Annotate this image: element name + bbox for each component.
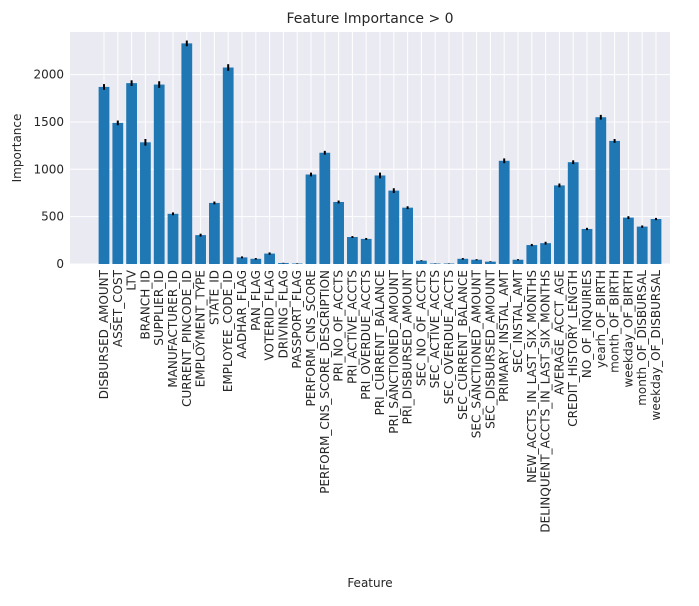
- y-tick-label: 1500: [33, 115, 64, 129]
- x-tick-label: DISBURSED_AMOUNT: [97, 269, 111, 399]
- y-tick-label: 500: [41, 210, 64, 224]
- x-tick-label: SEC_CURRENT_BALANCE: [456, 270, 470, 420]
- bar-average-acct-age: [554, 185, 565, 264]
- bar-aadhar-flag: [237, 257, 248, 264]
- x-tick-label: AVERAGE_ACCT_AGE: [552, 270, 566, 395]
- bar-employment-type: [195, 235, 206, 264]
- x-tick-label: PRI_DISBURSED_AMOUNT: [401, 269, 415, 424]
- x-tick-label: CURRENT_PINCODE_ID: [180, 270, 194, 407]
- x-tick-label: PAN_FLAG: [249, 270, 263, 331]
- x-tick-label: PRI_OVERDUE_ACCTS: [359, 270, 373, 400]
- x-tick-label: weekday_OF_BIRTH: [621, 270, 635, 388]
- x-tick-label: VOTERID_FLAG: [263, 270, 277, 361]
- x-tick-label: SEC_NO_OF_ACCTS: [414, 270, 428, 386]
- bar-perform-cns-score: [306, 175, 317, 264]
- bar-delinquent-accts-in-last-six-months: [540, 243, 551, 264]
- x-axis-label: Feature: [347, 576, 392, 590]
- y-tick-labels: 0 500 1000 1500 2000: [33, 68, 64, 271]
- x-tick-label: weekday_OF_DISBURSAL: [649, 270, 663, 421]
- x-tick-label: PRI_NO_OF_ACCTS: [332, 270, 346, 382]
- x-tick-label: yearh_OF_BIRTH: [594, 270, 608, 368]
- bar-weekday-of-birth: [623, 218, 634, 264]
- chart-title: Feature Importance > 0: [286, 11, 453, 27]
- x-tick-label: PRIMARY_INSTAL_AMT: [497, 269, 511, 402]
- x-tick-label: CREDIT_HISTORY_LENGTH: [566, 270, 580, 427]
- x-tick-label: SUPPLIER_ID: [152, 270, 166, 346]
- x-tick-label: PASSPORT_FLAG: [290, 270, 304, 369]
- bar-branch-id: [140, 142, 151, 264]
- bar-yearh-of-birth: [595, 117, 606, 264]
- bar-new-accts-in-last-six-months: [526, 245, 537, 264]
- bar-perform-cns-score-description: [319, 153, 330, 264]
- bar-pri-active-accts: [347, 237, 358, 264]
- bar-month-of-disbursal: [637, 227, 648, 264]
- bar-sec-instal-amt: [513, 260, 524, 264]
- bar-employee-code-id: [223, 68, 234, 264]
- x-tick-label: SEC_ACTIVE_ACCTS: [428, 270, 442, 388]
- bar-ltv: [126, 83, 137, 264]
- x-tick-label: ASSET_COST: [111, 269, 125, 347]
- x-tick-label: month_OF_DISBURSAL: [635, 270, 649, 406]
- x-tick-label: LTV: [125, 269, 139, 290]
- bar-supplier-id: [154, 85, 165, 264]
- x-tick-label: STATE_ID: [207, 270, 221, 325]
- x-tick-label: SEC_INSTAL_AMT: [511, 269, 525, 373]
- x-tick-label: SEC_OVERDUE_ACCTS: [442, 270, 456, 404]
- bar-pri-no-of-accts: [333, 202, 344, 264]
- x-tick-label: DELINQUENT_ACCTS_IN_LAST_SIX_MONTHS: [539, 270, 553, 533]
- y-tick-label: 2000: [33, 68, 64, 82]
- bar-voterid-flag: [264, 254, 275, 264]
- y-tick-label: 0: [56, 257, 64, 271]
- x-tick-label: NEW_ACCTS_IN_LAST_SIX_MONTHS: [525, 270, 539, 483]
- bar-pan-flag: [250, 259, 261, 264]
- x-tick-label: SEC_SANCTIONED_AMOUNT: [470, 269, 484, 438]
- bar-pri-sanctioned-amount: [388, 191, 399, 264]
- x-tick-label: month_OF_BIRTH: [608, 270, 622, 373]
- bar-no-of-inquiries: [582, 229, 593, 264]
- x-tick-label: PERFORM_CNS_SCORE_DESCRIPTION: [318, 270, 332, 494]
- x-tick-label: BRANCH_ID: [138, 270, 152, 339]
- x-tick-label: PERFORM_CNS_SCORE: [304, 270, 318, 407]
- bar-sec-sanctioned-amount: [471, 260, 482, 264]
- bar-current-pincode-id: [181, 43, 192, 264]
- bar-sec-no-of-accts: [416, 261, 427, 264]
- bar-primary-instal-amt: [499, 161, 510, 264]
- bar-disbursed-amount: [99, 87, 110, 264]
- bar-manufacturer-id: [168, 214, 179, 264]
- y-axis-label: Importance: [10, 114, 24, 183]
- bar-pri-current-balance: [375, 175, 386, 264]
- y-tick-label: 1000: [33, 162, 64, 176]
- bar-weekday-of-disbursal: [651, 219, 662, 264]
- x-tick-label: PRI_CURRENT_BALANCE: [373, 270, 387, 415]
- bar-pri-disbursed-amount: [402, 208, 413, 264]
- x-tick-label: SEC_DISBURSED_AMOUNT: [483, 269, 497, 429]
- x-tick-label: EMPLOYEE_CODE_ID: [221, 270, 235, 392]
- x-tick-label: PRI_ACTIVE_ACCTS: [345, 270, 359, 384]
- x-tick-label: PRI_SANCTIONED_AMOUNT: [387, 269, 401, 433]
- bar-asset-cost: [112, 123, 123, 264]
- x-tick-label: NO_OF_INQUIRIES: [580, 270, 594, 378]
- bar-sec-current-balance: [457, 259, 468, 264]
- bar-state-id: [209, 203, 220, 264]
- x-tick-label: AADHAR_FLAG: [235, 270, 249, 359]
- bar-pri-overdue-accts: [361, 239, 372, 264]
- x-tick-label: MANUFACTURER_ID: [166, 270, 180, 388]
- bar-month-of-birth: [609, 141, 620, 264]
- bar-credit-history-length: [568, 162, 579, 264]
- x-tick-label: EMPLOYMENT_TYPE: [194, 270, 208, 387]
- x-tick-label: DRIVING_FLAG: [276, 270, 290, 358]
